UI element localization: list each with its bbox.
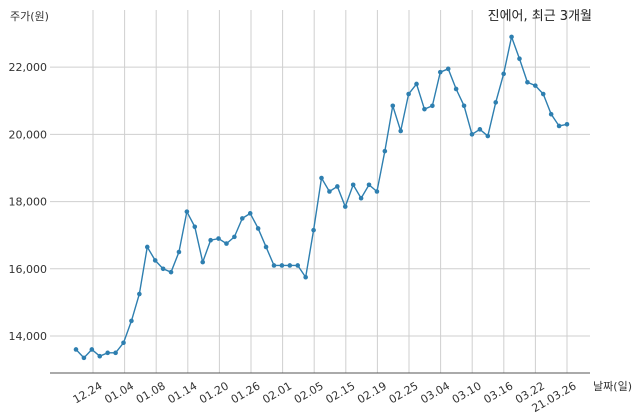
data-point	[525, 79, 530, 85]
data-point	[81, 355, 87, 361]
data-point	[89, 347, 95, 352]
data-point	[422, 106, 427, 112]
data-point	[240, 216, 245, 221]
data-point	[358, 195, 364, 201]
y-axis-title: 주가(원)	[10, 10, 49, 23]
data-point	[335, 184, 340, 189]
y-tick-label: 20,000	[9, 128, 48, 141]
data-point	[121, 340, 126, 346]
x-tick-labels: 12.2401.0401.0801.1401.2001.2602.0102.05…	[71, 379, 579, 414]
data-point	[437, 69, 443, 75]
data-point	[232, 234, 237, 240]
data-point	[477, 127, 483, 132]
data-point	[406, 91, 411, 97]
data-point	[350, 182, 356, 188]
data-point	[247, 211, 253, 216]
x-tick-label: 01.04	[102, 379, 136, 406]
x-tick-label: 01.20	[197, 379, 231, 406]
data-point	[97, 353, 103, 359]
data-point	[501, 71, 506, 77]
data-point	[271, 263, 277, 268]
y-tick-label: 22,000	[9, 61, 48, 74]
data-point	[517, 56, 522, 62]
x-tick-label: 03.10	[450, 379, 484, 406]
x-tick-label: 01.26	[229, 379, 263, 406]
x-tick-label: 01.08	[134, 379, 168, 406]
data-point	[556, 123, 562, 129]
data-point	[430, 103, 435, 109]
x-tick-label: 02.25	[387, 379, 421, 406]
data-point	[342, 204, 348, 209]
x-tick-label: 12.24	[71, 379, 105, 406]
data-point	[176, 249, 182, 255]
data-point	[224, 241, 229, 246]
data-point	[216, 236, 221, 241]
data-point	[287, 263, 293, 268]
y-tick-label: 18,000	[9, 196, 48, 209]
x-tick-label: 01.14	[166, 379, 200, 406]
data-point	[192, 224, 198, 230]
data-point	[255, 226, 261, 231]
data-point	[279, 263, 285, 268]
x-tick-label: 02.15	[324, 379, 358, 406]
series-line	[75, 34, 568, 359]
x-tick-label: 02.01	[260, 379, 294, 406]
data-point	[533, 83, 538, 88]
data-point	[493, 100, 499, 105]
data-point	[485, 133, 491, 139]
data-point	[445, 66, 451, 72]
data-point	[398, 128, 403, 134]
data-point	[366, 182, 372, 188]
y-tick-label: 14,000	[9, 330, 48, 343]
x-axis-title: 날짜(일)	[593, 379, 632, 393]
data-point	[105, 350, 110, 356]
data-point	[374, 189, 380, 194]
data-point	[319, 175, 324, 181]
x-tick-label: 02.05	[292, 379, 326, 406]
data-point	[160, 266, 166, 272]
grid	[50, 10, 590, 373]
data-point	[137, 291, 142, 297]
data-point	[390, 103, 396, 109]
data-point	[184, 209, 190, 214]
data-point	[469, 132, 475, 137]
data-point	[263, 244, 269, 250]
data-point	[311, 227, 316, 233]
data-point	[414, 81, 419, 87]
x-tick-label: 03.16	[482, 379, 516, 406]
data-point	[327, 189, 332, 194]
data-point	[295, 263, 301, 268]
data-point	[453, 86, 459, 92]
data-point	[548, 111, 554, 117]
data-point	[208, 237, 213, 243]
series-stock-price	[73, 34, 570, 361]
data-point	[129, 318, 134, 324]
data-point	[303, 274, 308, 280]
data-point	[73, 347, 79, 352]
data-point	[461, 103, 467, 109]
data-point	[200, 259, 206, 265]
x-tick-label: 02.19	[355, 379, 389, 406]
x-tick-label: 03.04	[418, 379, 452, 406]
data-point	[382, 148, 388, 154]
y-tick-label: 16,000	[9, 263, 48, 276]
data-point	[509, 34, 514, 40]
data-point	[168, 269, 174, 275]
data-point	[152, 258, 158, 263]
y-tick-labels: 14,000 16,000 18,000 20,000 22,000	[9, 61, 48, 343]
data-point	[540, 91, 546, 97]
data-point	[144, 244, 150, 250]
data-point	[113, 350, 118, 356]
chart-title: 진에어, 최근 3개월	[488, 9, 592, 24]
data-point	[564, 121, 570, 127]
